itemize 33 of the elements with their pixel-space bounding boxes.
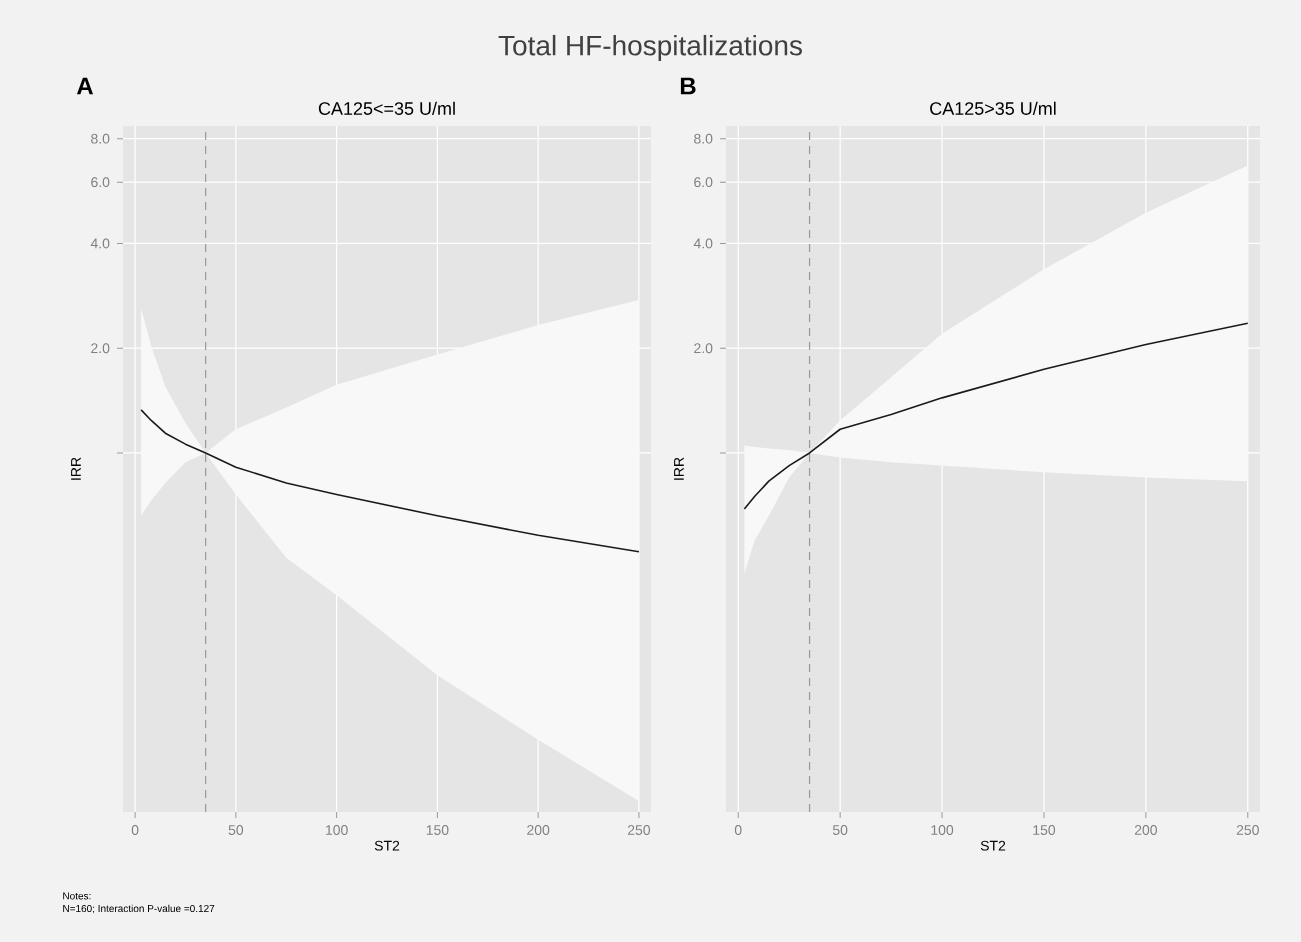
line-series: [743, 322, 1249, 510]
y-tick-label: 8.0: [91, 133, 110, 144]
x-tick-label: 100: [326, 825, 348, 835]
y-tick-label: 6.0: [91, 177, 110, 188]
x-tick-label: 0: [734, 825, 742, 835]
x-tick-label: 200: [527, 825, 550, 835]
chart-subtitle: CA125>35 U/ml: [930, 101, 1056, 115]
y-tick-label: 2.0: [694, 343, 713, 354]
text: A: [76, 77, 94, 95]
x-tick-label: 150: [426, 825, 449, 835]
y-tick-label: 4.0: [90, 238, 110, 249]
x-tick-label: 200: [1134, 825, 1157, 835]
x-tick-label: 150: [1033, 825, 1056, 835]
text: B: [680, 77, 696, 95]
text: Notes:: [63, 892, 91, 900]
y-tick-label: 4.0: [693, 238, 713, 249]
y-axis-title: IRR: [674, 457, 684, 480]
text: N=160; Interaction P-value =0.127: [63, 904, 215, 914]
x-tick-label: 250: [627, 825, 651, 835]
y-axis-title: IRR: [71, 457, 81, 480]
line-series: [140, 409, 640, 553]
x-axis-title: ST2: [374, 840, 400, 851]
x-tick-label: 250: [1236, 825, 1259, 835]
x-tick-label: 0: [131, 825, 139, 835]
x-tick-label: 50: [832, 825, 848, 835]
y-tick-label: 8.0: [694, 133, 713, 144]
y-tick-label: 2.0: [91, 343, 110, 354]
chart-subtitle: CA125<=35 U/ml: [318, 101, 455, 115]
x-axis-title: ST2: [980, 840, 1006, 851]
y-tick-label: 6.0: [694, 177, 713, 188]
x-tick-label: 100: [931, 825, 954, 835]
chart-title: Total HF-hospitalizations: [498, 34, 802, 62]
x-tick-label: 50: [228, 825, 244, 835]
